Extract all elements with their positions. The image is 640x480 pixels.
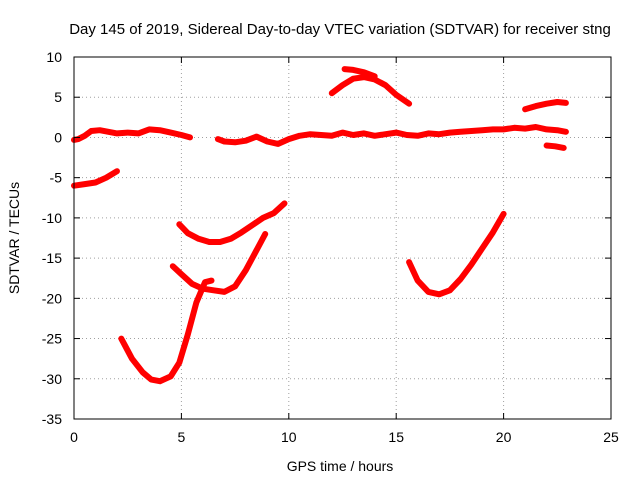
series-line-near-zero-1	[71, 126, 193, 143]
y-tick-label: 10	[46, 49, 62, 65]
y-tick-label: -30	[42, 371, 62, 387]
y-tick-label: -5	[50, 170, 63, 186]
x-tick-label: 0	[70, 429, 78, 445]
y-tick-label: -10	[42, 210, 62, 226]
y-tick-label: 0	[54, 129, 62, 145]
x-tick-label: 15	[388, 429, 404, 445]
plot-lines	[71, 66, 569, 385]
y-tick-label: -25	[42, 331, 62, 347]
ticks: 0 5 10 15 20 25 -35 -30 -25 -20 -15 -10 -5 0 5 10	[42, 49, 619, 445]
x-tick-label: 5	[178, 429, 186, 445]
series-line-dip-13	[176, 200, 288, 245]
y-tick-label: -20	[42, 290, 62, 306]
series-line-dip-30	[118, 277, 215, 385]
series-line-pos-8-top	[341, 66, 378, 80]
series-line-pos-4	[522, 99, 569, 113]
x-tick-label: 25	[603, 429, 619, 445]
grid	[74, 57, 611, 419]
series-line-near-zero-2	[214, 124, 569, 147]
chart-title: Day 145 of 2019, Sidereal Day-to-day VTE…	[69, 21, 611, 38]
series-line-dip-19	[169, 231, 269, 295]
y-axis-label: SDTVAR / TECUs	[6, 182, 22, 294]
series-line-neg-6	[71, 168, 120, 189]
x-tick-label: 10	[281, 429, 297, 445]
series-line-dip-19b	[406, 210, 507, 298]
plot-frame	[73, 56, 612, 420]
y-tick-label: 5	[54, 89, 62, 105]
y-tick-label: -15	[42, 250, 62, 266]
series-line-neg-1	[543, 142, 567, 151]
x-axis-label: GPS time / hours	[287, 458, 394, 474]
x-tick-label: 20	[496, 429, 512, 445]
series-line-pos-7	[328, 74, 413, 107]
y-tick-label: -35	[42, 411, 62, 427]
